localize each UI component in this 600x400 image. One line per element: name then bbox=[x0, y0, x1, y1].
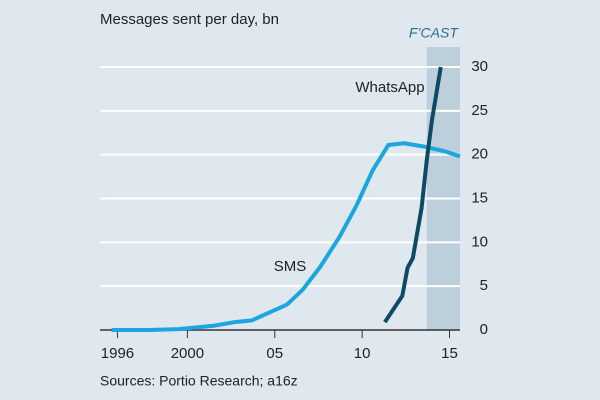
y-tick-label: 20 bbox=[471, 146, 488, 163]
series-label: WhatsApp bbox=[355, 79, 424, 96]
y-tick-label: 15 bbox=[471, 189, 488, 206]
x-tick-label: 15 bbox=[441, 345, 458, 362]
forecast-band bbox=[426, 47, 460, 330]
y-tick-label: 5 bbox=[480, 277, 488, 294]
series-line bbox=[383, 66, 443, 324]
x-tick-label: 1996 bbox=[101, 345, 134, 362]
y-tick-label: 30 bbox=[471, 58, 488, 75]
y-tick-label: 0 bbox=[480, 321, 488, 338]
y-tick-label: 10 bbox=[471, 233, 488, 250]
chart-title: Messages sent per day, bn bbox=[100, 11, 279, 28]
series-line bbox=[111, 141, 461, 332]
y-tick-label: 25 bbox=[471, 102, 488, 119]
source: Sources: Portio Research; a16z bbox=[100, 373, 298, 389]
x-tick-label: 05 bbox=[266, 345, 283, 362]
x-tick-label: 10 bbox=[354, 345, 371, 362]
forecast-label: F’CAST bbox=[409, 25, 459, 41]
series-label: SMS bbox=[274, 258, 307, 275]
x-tick-label: 2000 bbox=[171, 345, 204, 362]
